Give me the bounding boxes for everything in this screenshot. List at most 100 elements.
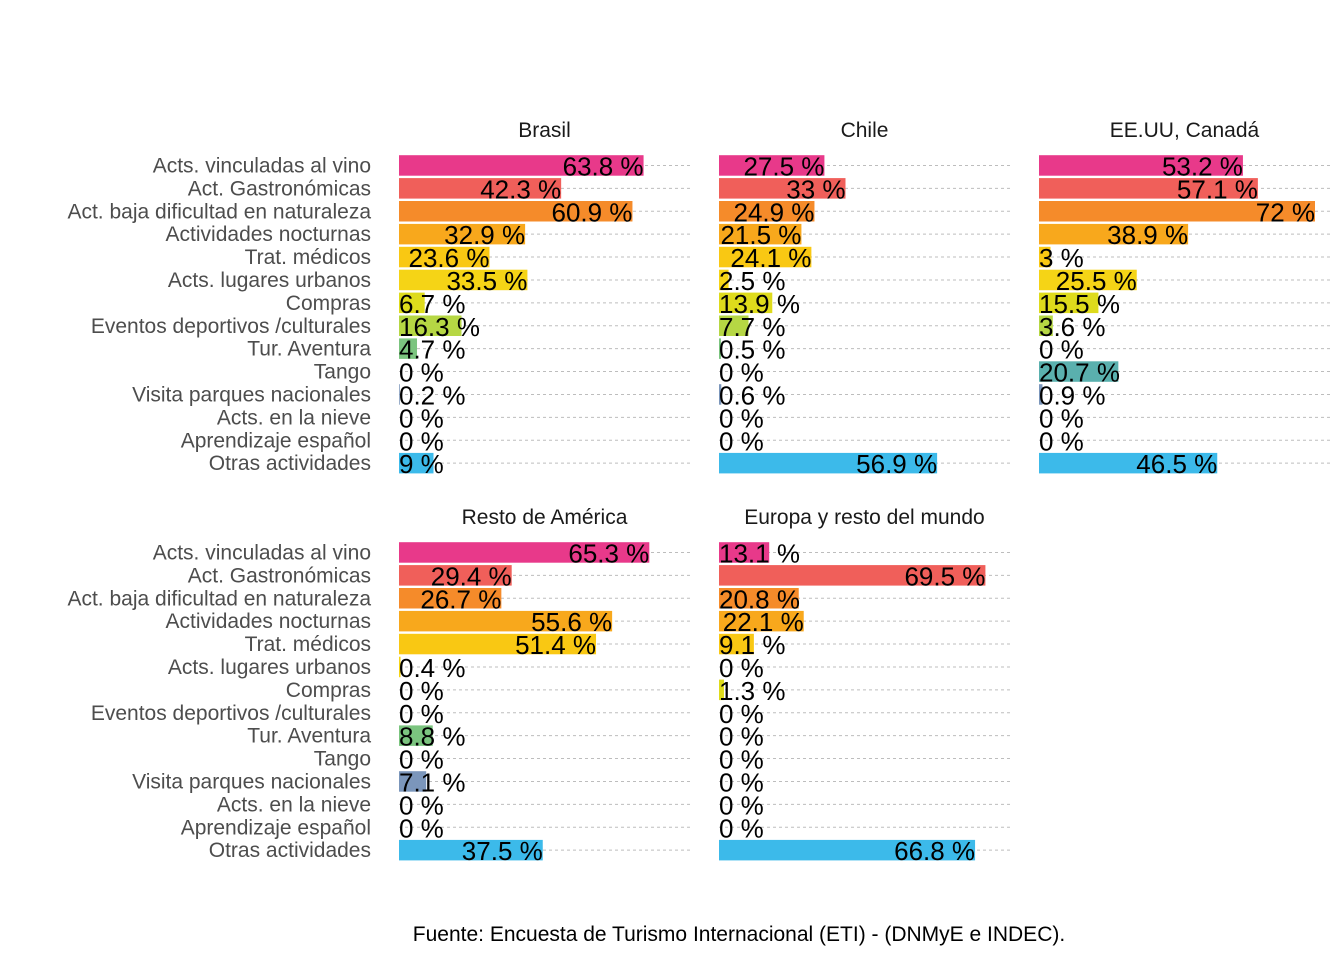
category-label: Trat. médicos xyxy=(245,633,371,656)
category-label: Tango xyxy=(314,748,371,771)
bar xyxy=(399,201,633,222)
bar xyxy=(719,246,812,268)
bar xyxy=(399,633,597,655)
bar-value-label: 0 % xyxy=(399,676,444,706)
bar-value-label: 0 % xyxy=(1039,403,1084,433)
bar-value-label: 33.5 % xyxy=(446,266,527,296)
bar-value-label: 33 % xyxy=(786,174,845,204)
bar xyxy=(719,178,846,199)
bar xyxy=(399,338,418,359)
bar xyxy=(1039,384,1043,405)
category-label: Acts. lugares urbanos xyxy=(168,269,371,292)
bar-value-label: 26.7 % xyxy=(420,584,501,614)
bar xyxy=(1039,315,1053,336)
bar-value-label: 0 % xyxy=(719,403,764,433)
category-label: Tur. Aventura xyxy=(247,338,371,361)
bar-value-label: 7.7 % xyxy=(719,312,786,342)
category-label: Visita parques nacionales xyxy=(132,383,371,406)
bar xyxy=(399,588,502,609)
bar xyxy=(1039,201,1315,222)
bar xyxy=(399,269,528,291)
category-label: Acts. vinculadas al vino xyxy=(153,154,371,177)
bar-value-label: 37.5 % xyxy=(462,836,543,866)
bar-value-label: 9.1 % xyxy=(719,630,786,660)
bar-value-label: 57.1 % xyxy=(1177,174,1258,204)
category-label: Acts. vinculadas al vino xyxy=(153,541,371,564)
bar-value-label: 0 % xyxy=(399,358,444,388)
bar-value-label: 0 % xyxy=(399,426,444,456)
category-label: Eventos deportivos /culturales xyxy=(91,702,371,725)
bar-value-label: 0.4 % xyxy=(399,653,466,683)
bar xyxy=(399,771,427,792)
category-label: Acts. lugares urbanos xyxy=(168,656,371,679)
bar-value-label: 9 % xyxy=(399,449,444,479)
bar-value-label: 0 % xyxy=(719,767,764,797)
bar-value-label: 0.2 % xyxy=(399,380,466,410)
category-label: Trat. médicos xyxy=(245,246,371,269)
bar-value-label: 66.8 % xyxy=(894,836,975,866)
category-label: Act. baja dificultad en naturaleza xyxy=(67,200,371,223)
bar xyxy=(1039,361,1119,382)
bar-value-label: 13.9 % xyxy=(719,289,800,319)
bar-value-label: 27.5 % xyxy=(743,151,824,181)
bar xyxy=(399,315,462,336)
bar-value-label: 25.5 % xyxy=(1056,266,1137,296)
bar xyxy=(719,269,729,291)
bar-value-label: 46.5 % xyxy=(1136,449,1217,479)
bar-value-label: 0 % xyxy=(399,745,444,775)
bar-value-label: 72 % xyxy=(1256,197,1315,227)
bar xyxy=(719,542,770,563)
bar-value-label: 0 % xyxy=(719,790,764,820)
bar-value-label: 15.5 % xyxy=(1039,289,1120,319)
bar-value-label: 22.1 % xyxy=(723,607,804,637)
bar-value-label: 38.9 % xyxy=(1107,220,1188,250)
category-label: Act. Gastronómicas xyxy=(188,177,371,200)
bar-value-label: 0 % xyxy=(719,722,764,752)
bar-value-label: 20.7 % xyxy=(1039,358,1120,388)
bar xyxy=(719,201,815,222)
bar xyxy=(1039,269,1137,291)
bar xyxy=(719,565,986,586)
bar-value-label: 0 % xyxy=(399,699,444,729)
bar-value-label: 1.3 % xyxy=(719,676,786,706)
bar xyxy=(719,223,802,245)
category-label: Otras actividades xyxy=(209,839,371,862)
bar-value-label: 0.5 % xyxy=(719,335,786,365)
bar-value-label: 8.8 % xyxy=(399,722,466,752)
bar xyxy=(399,542,650,563)
bar xyxy=(719,839,976,861)
bar xyxy=(1039,246,1051,268)
bar xyxy=(719,384,722,405)
bar xyxy=(399,452,434,474)
bar-value-label: 51.4 % xyxy=(515,630,596,660)
category-label: Act. baja dificultad en naturaleza xyxy=(67,587,371,610)
bar-value-label: 20.8 % xyxy=(719,584,800,614)
panel-europa-y-resto-del-mundo: Europa y resto del mundo 13.1 % 69.5 % 20.8… xyxy=(719,506,1010,866)
category-label: Visita parques nacionales xyxy=(132,770,371,793)
bar-value-label: 0 % xyxy=(1039,426,1084,456)
bar xyxy=(719,315,749,336)
bar-value-label: 0 % xyxy=(719,699,764,729)
category-label: Acts. en la nieve xyxy=(217,793,371,816)
bar xyxy=(719,338,721,359)
bar-value-label: 55.6 % xyxy=(531,607,612,637)
category-label: Acts. en la nieve xyxy=(217,406,371,429)
bar-value-label: 65.3 % xyxy=(568,538,649,568)
bar xyxy=(399,839,543,861)
bar xyxy=(1039,292,1099,314)
category-label: Aprendizaje español xyxy=(181,816,371,839)
bar xyxy=(1039,155,1243,176)
bar-value-label: 0 % xyxy=(399,790,444,820)
bar-value-label: 69.5 % xyxy=(904,561,985,591)
bar-value-label: 24.9 % xyxy=(733,197,814,227)
category-label: Tur. Aventura xyxy=(247,725,371,748)
bar-value-label: 0 % xyxy=(1039,335,1084,365)
panel-title: Europa y resto del mundo xyxy=(744,506,984,529)
bar-value-label: 21.5 % xyxy=(720,220,801,250)
category-label: Eventos deportivos /culturales xyxy=(91,315,371,338)
category-label: Compras xyxy=(286,679,371,702)
category-label: Compras xyxy=(286,292,371,315)
bar-value-label: 13.1 % xyxy=(719,538,800,568)
